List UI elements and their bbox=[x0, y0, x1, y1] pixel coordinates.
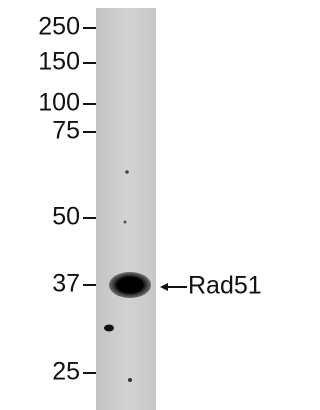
marker-label: 100 bbox=[38, 89, 80, 117]
marker-ladder bbox=[83, 28, 96, 373]
spot bbox=[128, 378, 132, 382]
band-label: Rad51 bbox=[188, 272, 262, 300]
marker-label: 150 bbox=[38, 48, 80, 76]
marker-label: 50 bbox=[52, 203, 80, 231]
lane bbox=[96, 8, 156, 410]
band bbox=[109, 272, 151, 298]
spot bbox=[125, 170, 129, 174]
spot bbox=[124, 221, 127, 224]
page: 250 150 100 75 50 37 25 Rad51 (() => { c… bbox=[0, 0, 289, 410]
marker-label: 37 bbox=[52, 270, 80, 298]
marker-label: 250 bbox=[38, 13, 80, 41]
spot bbox=[104, 325, 114, 332]
western-blot: 250 150 100 75 50 37 25 Rad51 bbox=[0, 0, 289, 410]
marker-label: 25 bbox=[52, 358, 80, 386]
marker-label: 75 bbox=[52, 117, 80, 145]
band-arrow bbox=[160, 283, 187, 291]
